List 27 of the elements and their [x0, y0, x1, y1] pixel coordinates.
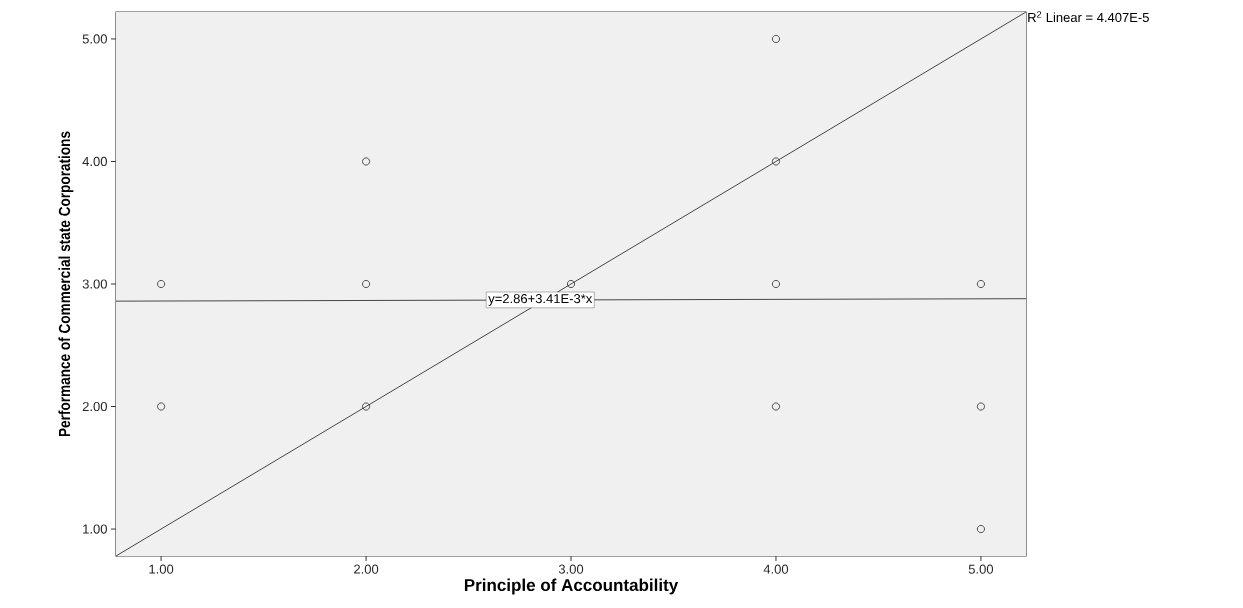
point: [566, 279, 576, 289]
x-axis-title: Principle of Accountability: [464, 578, 679, 595]
point: [976, 279, 985, 289]
x-tick-label: 2.00: [354, 564, 379, 574]
text: R$^{2}$ Linear = 4.407E-5: [1028, 11, 1149, 23]
y-tick-label: 2.00: [82, 401, 107, 412]
x-tick-label: 3.00: [558, 564, 584, 574]
x-tick-label: 5.00: [968, 564, 994, 574]
point: [362, 402, 371, 411]
x-tick-label: 1.00: [149, 564, 174, 574]
point: [771, 279, 781, 289]
point: [771, 157, 781, 166]
point: [157, 279, 166, 289]
x-tick-label: 4.00: [763, 564, 789, 574]
point: [976, 524, 985, 534]
y-tick-label: 1.00: [83, 524, 107, 534]
y-tick-label: 5.00: [82, 34, 107, 44]
annotation: y=2.86+3.41E-3*x: [488, 294, 593, 306]
y-tick-label: 3.00: [82, 279, 107, 289]
point: [771, 402, 781, 411]
point: [362, 279, 371, 289]
point: [362, 157, 371, 166]
y-tick-label: 4.00: [82, 156, 107, 167]
point: [157, 402, 166, 411]
point: [771, 34, 781, 43]
point: [976, 402, 985, 411]
y-axis-title: Performance of Commercial state Corporations: [58, 131, 74, 437]
